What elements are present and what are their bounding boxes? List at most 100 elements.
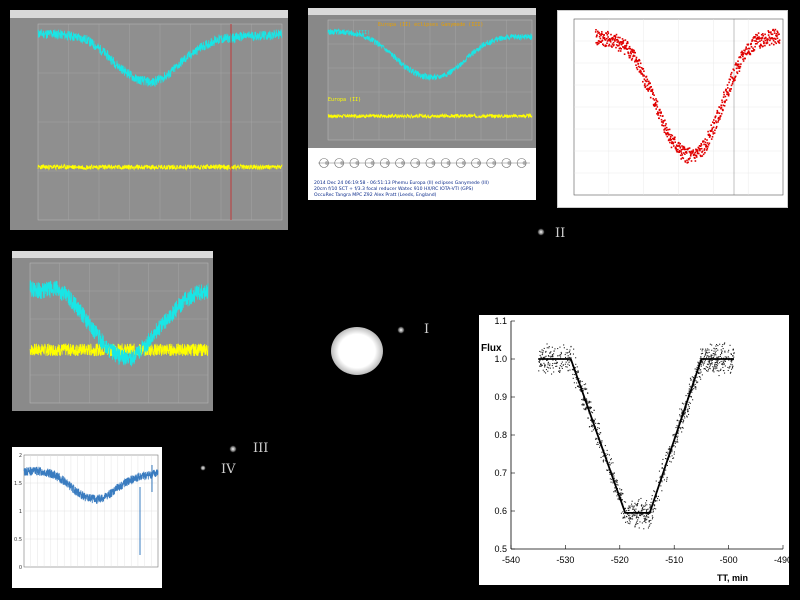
data-point [748,47,751,50]
data-point [547,370,549,372]
data-point [601,33,604,36]
data-point [728,89,731,92]
data-point [750,46,753,48]
data-point [716,361,718,363]
data-point [602,460,604,462]
data-point [703,362,705,364]
data-point [577,370,579,372]
data-point [745,46,747,48]
data-point [699,149,701,152]
data-point [711,344,713,346]
data-point [725,88,727,91]
data-point [568,351,570,353]
data-point [587,402,589,404]
data-point [552,367,554,369]
data-point [662,125,665,127]
data-point [704,350,706,352]
data-point [627,522,629,524]
data-point [721,352,723,354]
data-point [685,400,687,402]
data-point [577,371,579,373]
data-point [636,520,638,522]
data-point [601,451,603,453]
data-point [754,45,756,48]
data-point [546,359,548,361]
data-point [759,40,761,42]
data-point [672,141,674,144]
data-point [624,45,626,47]
data-point [586,407,588,409]
data-point [715,366,717,368]
data-point [651,495,653,497]
data-point [619,36,621,39]
data-point [735,67,738,70]
data-point [772,38,774,40]
data-point [710,130,713,132]
data-point [622,42,625,44]
data-point [717,363,719,365]
data-point [647,527,649,529]
data-point [773,30,776,32]
data-point [628,518,630,520]
data-point [565,352,567,354]
data-point [730,353,732,355]
data-point [646,509,648,511]
data-point [575,387,577,389]
data-point [597,427,599,429]
data-point [683,152,685,154]
data-point [674,442,676,444]
data-point [671,455,673,457]
data-point [683,415,685,417]
data-point [744,48,747,50]
data-point [729,88,731,90]
data-point [663,472,665,474]
data-point [755,33,757,36]
data-point [708,351,710,353]
data-point [762,40,765,43]
data-point [703,148,706,150]
data-point [637,62,640,65]
data-point [560,356,562,358]
data-point [700,348,702,350]
data-point [608,45,610,47]
data-point [625,510,627,512]
data-point [729,366,731,368]
data-point [622,40,624,43]
data-point [681,412,683,414]
data-point [699,148,701,150]
data-point [777,41,780,44]
data-point [730,360,732,362]
data-point [598,40,601,43]
data-point [697,150,699,152]
data-point [632,51,634,53]
data-point [714,353,716,355]
data-point [723,91,725,94]
data-point [713,355,715,357]
data-point [753,49,756,51]
data-point [690,153,692,156]
data-point [700,144,703,146]
data-point [730,71,733,74]
data-point [686,416,688,418]
data-point [703,140,705,143]
data-point [606,469,608,471]
data-point [582,403,584,405]
data-point [543,347,545,349]
data-point [661,480,663,482]
data-point [707,364,709,366]
data-point [708,362,710,364]
data-point [701,155,704,157]
data-point [650,522,652,524]
data-point [629,51,632,54]
data-point [764,39,767,42]
data-point [707,366,709,368]
data-point [559,365,561,367]
data-point [648,88,651,91]
diagram-shadow [385,161,390,165]
data-point [712,353,714,355]
data-point [662,122,664,124]
data-point [635,508,637,510]
data-point [614,37,616,40]
data-point [743,49,745,52]
data-point [732,359,734,361]
